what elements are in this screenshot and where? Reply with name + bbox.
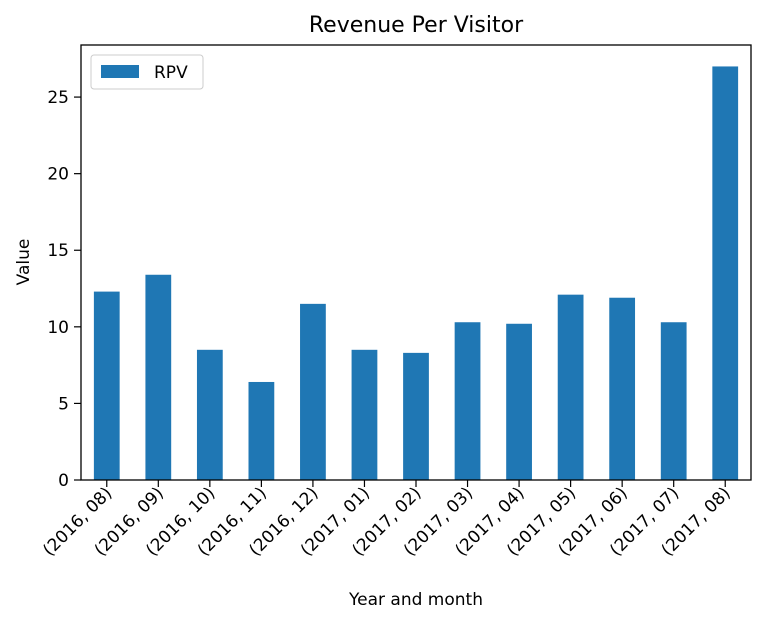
bars-group (93, 66, 739, 480)
bar (506, 323, 532, 480)
bar (248, 381, 275, 480)
y-tick-label: 5 (58, 394, 69, 414)
y-tick-label: 0 (58, 471, 69, 491)
bar (300, 303, 326, 480)
bar (196, 349, 223, 480)
legend: RPV (90, 54, 204, 90)
legend-label: RPV (154, 63, 188, 83)
plot-frame (80, 44, 752, 481)
y-axis-label: Value (14, 239, 34, 286)
bar (557, 294, 584, 480)
chart-title: Revenue Per Visitor (309, 13, 524, 38)
legend-box (90, 54, 204, 90)
y-tick-label: 10 (47, 318, 69, 338)
y-tick-label: 15 (47, 241, 69, 261)
bar (93, 291, 120, 480)
x-axis: (2016, 08)(2016, 09)(2016, 10)(2016, 11)… (39, 480, 735, 560)
legend-swatch (101, 65, 139, 78)
x-axis-label: Year and month (348, 590, 483, 610)
y-axis: 0 5 10 15 20 25 (47, 88, 81, 491)
bar (609, 297, 636, 480)
y-tick-label: 20 (47, 165, 69, 185)
bar (660, 322, 687, 480)
bar (351, 349, 378, 480)
bar (145, 274, 172, 480)
bar (403, 352, 429, 480)
bar (454, 322, 481, 480)
y-tick-label: 25 (47, 88, 69, 108)
bar (712, 66, 739, 480)
